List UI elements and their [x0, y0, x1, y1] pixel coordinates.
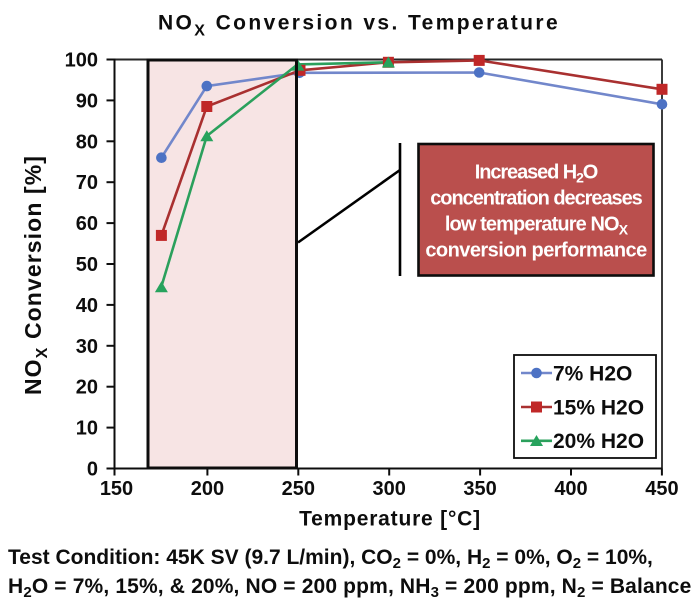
svg-text:70: 70 — [76, 172, 98, 194]
svg-text:40: 40 — [76, 295, 98, 317]
svg-text:60: 60 — [76, 213, 98, 235]
svg-text:concentration decreases: concentration decreases — [430, 188, 642, 210]
svg-text:H2O = 7%, 15%, & 20%, NO = 200: H2O = 7%, 15%, & 20%, NO = 200 ppm, NH3 … — [8, 575, 691, 601]
svg-text:10: 10 — [76, 418, 98, 440]
svg-text:250: 250 — [282, 478, 315, 500]
svg-text:20: 20 — [76, 377, 98, 399]
svg-text:15% H2O: 15% H2O — [553, 397, 644, 420]
svg-text:7% H2O: 7% H2O — [553, 363, 632, 386]
svg-text:50: 50 — [76, 254, 98, 276]
svg-text:400: 400 — [554, 478, 587, 500]
svg-text:Test Condition: 45K SV (9.7 L/: Test Condition: 45K SV (9.7 L/min), CO2 … — [8, 546, 653, 572]
svg-text:0: 0 — [87, 459, 98, 481]
svg-text:low temperature NOX: low temperature NOX — [445, 214, 629, 238]
svg-text:350: 350 — [463, 478, 496, 500]
svg-text:100: 100 — [65, 50, 98, 72]
svg-text:300: 300 — [373, 478, 406, 500]
svg-text:80: 80 — [76, 131, 98, 153]
svg-text:30: 30 — [76, 336, 98, 358]
svg-text:conversion performance: conversion performance — [425, 240, 647, 262]
svg-text:90: 90 — [76, 90, 98, 112]
svg-text:20% H2O: 20% H2O — [553, 430, 644, 453]
svg-text:Temperature [°C]: Temperature [°C] — [299, 508, 481, 531]
svg-text:450: 450 — [645, 478, 678, 500]
svg-text:200: 200 — [191, 478, 224, 500]
svg-text:150: 150 — [100, 478, 133, 500]
